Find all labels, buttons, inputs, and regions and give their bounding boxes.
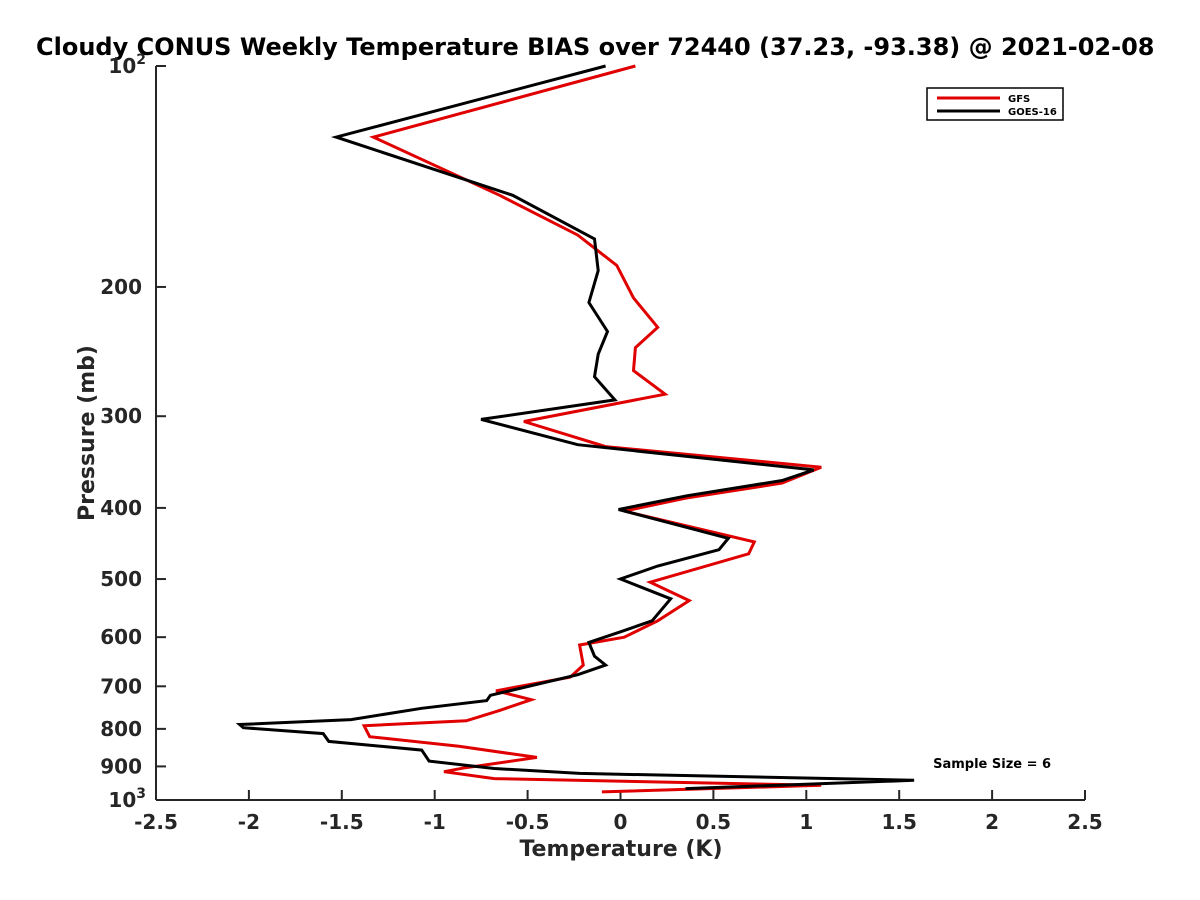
x-tick-label: -1.5 bbox=[320, 810, 364, 834]
y-tick-label: 103 bbox=[108, 786, 146, 812]
legend-box bbox=[926, 87, 1064, 121]
x-tick-label: -0.5 bbox=[506, 810, 550, 834]
series-line-gfs bbox=[361, 64, 822, 794]
x-tick-label: 2.5 bbox=[1067, 810, 1102, 834]
x-tick-label: 0 bbox=[614, 810, 628, 834]
x-axis-label: Temperature (K) bbox=[519, 837, 722, 862]
axes: -2.5 -2 -1.5 -1 -0.5 0 0.5 1 1.5 2 2.5102200300400… bbox=[100, 52, 1102, 834]
x-tick-label: 1.5 bbox=[881, 810, 916, 834]
series-line-goes-16 bbox=[235, 64, 915, 791]
y-tick-label: 400 bbox=[100, 496, 142, 520]
x-tick-label: 2 bbox=[985, 810, 999, 834]
y-tick-label: 500 bbox=[100, 567, 142, 591]
annotations: Sample Size = 6 bbox=[933, 757, 1051, 772]
series-layer bbox=[235, 64, 915, 794]
x-tick-label: -2.5 bbox=[134, 810, 178, 834]
y-tick-label: 600 bbox=[100, 625, 142, 649]
y-tick-base: 10 bbox=[108, 54, 136, 78]
legend-label: GOES-16 bbox=[1008, 107, 1057, 118]
legend: GFS GOES-16 bbox=[926, 87, 1064, 121]
chart-title: Cloudy CONUS Weekly Temperature BIAS ove… bbox=[36, 33, 1154, 61]
x-tick-label: 1 bbox=[799, 810, 813, 834]
y-tick-label: 900 bbox=[100, 754, 142, 778]
y-tick-label: 300 bbox=[100, 404, 142, 428]
y-tick-exponent: 3 bbox=[136, 786, 146, 802]
y-tick-label: 102 bbox=[108, 52, 146, 78]
y-tick-label: 800 bbox=[100, 717, 142, 741]
y-tick-label: 200 bbox=[100, 275, 142, 299]
y-tick-exponent: 2 bbox=[136, 52, 146, 68]
sample-size-annotation: Sample Size = 6 bbox=[933, 757, 1051, 772]
x-tick-label: 0.5 bbox=[696, 810, 731, 834]
legend-label: GFS bbox=[1008, 94, 1030, 105]
y-tick-base: 10 bbox=[108, 788, 136, 812]
x-tick-label: -2 bbox=[238, 810, 260, 834]
y-axis-label: Pressure (mb) bbox=[75, 345, 100, 521]
x-tick-label: -1 bbox=[424, 810, 446, 834]
y-tick-label: 700 bbox=[100, 674, 142, 698]
